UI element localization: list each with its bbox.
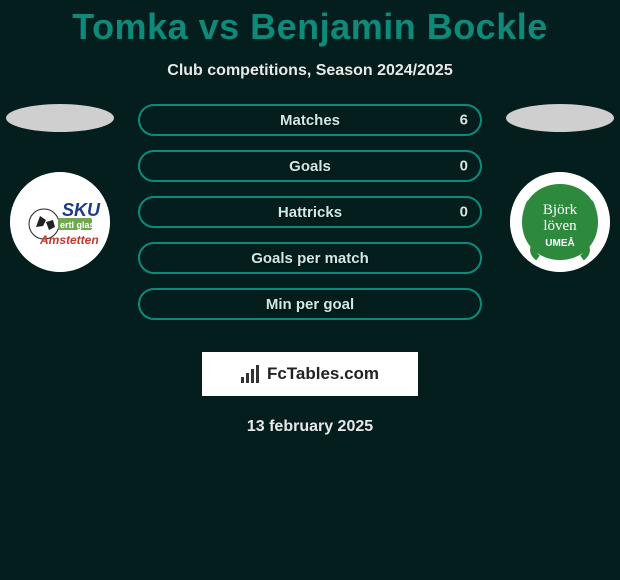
svg-text:Amstetten: Amstetten — [39, 233, 99, 247]
stat-label: Min per goal — [266, 296, 354, 313]
player-right-column: Björk löven UMEÅ — [500, 108, 620, 272]
stat-label: Goals per match — [251, 250, 369, 267]
footer-date: 13 february 2025 — [0, 418, 620, 436]
stat-label: Goals — [289, 158, 331, 175]
club-right-logo: Björk löven UMEÅ — [510, 172, 610, 272]
svg-text:löven: löven — [543, 218, 577, 234]
player-right-photo — [506, 104, 614, 132]
svg-text:SKU: SKU — [62, 200, 101, 220]
svg-text:Björk: Björk — [543, 202, 578, 218]
svg-text:ertl glas: ertl glas — [60, 220, 95, 230]
club-left-logo: SKU ertl glas Amstetten — [10, 172, 110, 272]
stat-row-hattricks: Hattricks 0 — [138, 196, 482, 228]
stats-area: SKU ertl glas Amstetten Björk löven UMEÅ… — [0, 108, 620, 348]
stat-label: Matches — [280, 112, 340, 129]
stat-right-value: 0 — [460, 158, 468, 175]
svg-text:UMEÅ: UMEÅ — [545, 236, 574, 249]
stat-row-matches: Matches 6 — [138, 104, 482, 136]
stat-row-min-per-goal: Min per goal — [138, 288, 482, 320]
stat-right-value: 0 — [460, 204, 468, 221]
chart-bars-icon — [241, 365, 259, 383]
player-left-photo — [6, 104, 114, 132]
footer-brand-text: FcTables.com — [267, 364, 379, 384]
player-left-column: SKU ertl glas Amstetten — [0, 108, 120, 272]
stat-row-goals-per-match: Goals per match — [138, 242, 482, 274]
club-right-logo-svg: Björk löven UMEÅ — [510, 172, 610, 272]
stats-center: Matches 6 Goals 0 Hattricks 0 Goals per … — [138, 104, 482, 334]
club-left-logo-svg: SKU ertl glas Amstetten — [10, 172, 110, 272]
stat-label: Hattricks — [278, 204, 342, 221]
subtitle: Club competitions, Season 2024/2025 — [0, 62, 620, 80]
footer-brand-badge: FcTables.com — [202, 352, 418, 396]
page-title: Tomka vs Benjamin Bockle — [0, 0, 620, 48]
stat-right-value: 6 — [460, 112, 468, 129]
stat-row-goals: Goals 0 — [138, 150, 482, 182]
